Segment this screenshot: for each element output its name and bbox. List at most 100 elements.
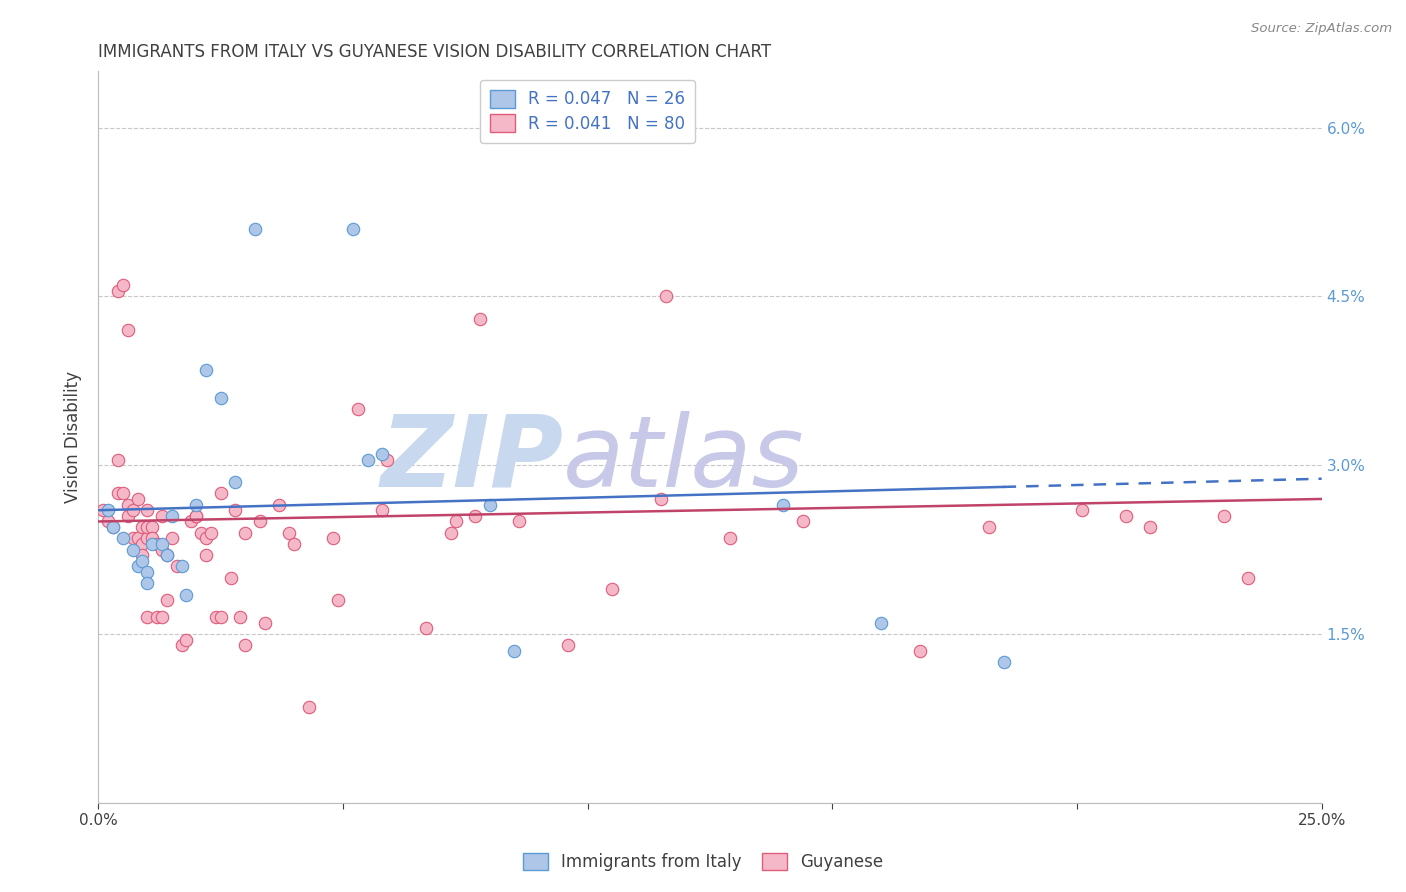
Point (127, 559, 149, 574)
Point (136, 532, 159, 546)
Point (101, 520, 124, 534)
Point (503, 644, 526, 658)
Point (1115, 508, 1137, 523)
Point (195, 532, 218, 546)
Point (557, 638, 579, 652)
Point (229, 610, 252, 624)
Point (186, 508, 208, 523)
Point (141, 520, 163, 534)
Point (141, 532, 163, 546)
Point (136, 520, 159, 534)
Point (127, 491, 149, 506)
Point (468, 312, 491, 326)
Point (121, 542, 143, 557)
Point (117, 508, 139, 523)
Point (233, 525, 256, 540)
Point (1212, 508, 1234, 523)
Point (870, 615, 893, 630)
Point (156, 548, 179, 562)
Point (328, 593, 350, 607)
Point (1070, 503, 1092, 517)
Point (150, 610, 173, 624)
Text: IMMIGRANTS FROM ITALY VS GUYANESE VISION DISABILITY CORRELATION CHART: IMMIGRANTS FROM ITALY VS GUYANESE VISION… (98, 44, 772, 62)
Point (131, 520, 153, 534)
Point (121, 503, 143, 517)
Y-axis label: Vision Disability: Vision Disability (65, 371, 83, 503)
Point (127, 532, 149, 546)
Point (977, 520, 1000, 534)
Legend: Immigrants from Italy, Guyanese: Immigrants from Italy, Guyanese (515, 845, 891, 880)
Point (415, 621, 437, 635)
Point (600, 582, 623, 596)
Point (176, 632, 198, 647)
Point (136, 503, 159, 517)
Point (440, 525, 463, 540)
Point (156, 593, 179, 607)
Point (150, 508, 173, 523)
Point (195, 362, 218, 376)
Point (278, 525, 301, 540)
Point (253, 615, 276, 630)
Point (298, 700, 321, 714)
Point (772, 498, 794, 512)
Point (141, 537, 163, 551)
Point (121, 532, 143, 546)
Point (346, 401, 368, 416)
Point (655, 289, 678, 303)
Point (111, 278, 134, 293)
Point (101, 520, 124, 534)
Point (718, 532, 741, 546)
Point (224, 503, 246, 517)
Point (166, 559, 188, 574)
Point (371, 503, 394, 517)
Point (464, 508, 486, 523)
Point (1139, 520, 1161, 534)
Point (131, 554, 153, 568)
Point (269, 498, 291, 512)
Point (107, 486, 129, 500)
Point (180, 515, 202, 529)
Point (156, 548, 179, 562)
Point (209, 486, 232, 500)
Point (160, 532, 183, 546)
Point (993, 655, 1015, 669)
Point (249, 515, 271, 529)
Point (195, 548, 218, 562)
Point (176, 588, 198, 602)
Point (508, 515, 530, 529)
Legend: R = 0.047   N = 26, R = 0.041   N = 80: R = 0.047 N = 26, R = 0.041 N = 80 (479, 79, 696, 143)
Text: atlas: atlas (564, 410, 804, 508)
Point (136, 576, 159, 591)
Point (160, 508, 183, 523)
Point (136, 610, 159, 624)
Point (150, 537, 173, 551)
Point (910, 644, 932, 658)
Point (190, 525, 212, 540)
Point (444, 515, 467, 529)
Point (224, 475, 246, 489)
Point (146, 610, 169, 624)
Point (342, 222, 364, 236)
Point (97, 515, 120, 529)
Point (186, 498, 208, 512)
Point (111, 486, 134, 500)
Point (97, 503, 120, 517)
Point (107, 452, 129, 467)
Point (107, 284, 129, 298)
Point (219, 571, 242, 585)
Point (117, 498, 139, 512)
Point (111, 532, 134, 546)
Point (150, 542, 173, 557)
Point (283, 537, 305, 551)
Point (356, 452, 378, 467)
Point (131, 548, 153, 562)
Point (209, 391, 232, 405)
Point (375, 452, 398, 467)
Point (322, 532, 344, 546)
Point (186, 508, 208, 523)
Point (205, 610, 228, 624)
Point (131, 537, 153, 551)
Text: Source: ZipAtlas.com: Source: ZipAtlas.com (1251, 22, 1392, 36)
Point (243, 222, 266, 236)
Point (146, 537, 169, 551)
